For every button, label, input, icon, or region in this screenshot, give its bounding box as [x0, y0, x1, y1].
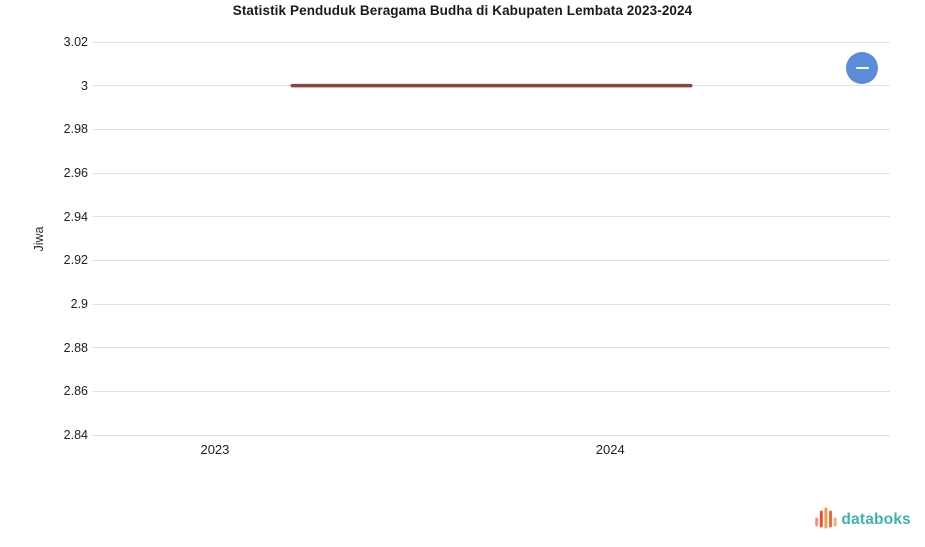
- zoom-out-button[interactable]: [846, 52, 878, 84]
- y-tick-label: 2.92: [63, 253, 88, 268]
- y-tick-label: 2.86: [63, 384, 88, 399]
- gridline: [93, 41, 890, 43]
- y-tick-label: 2.96: [63, 166, 88, 180]
- y-tick-label: 3.02: [63, 35, 88, 49]
- gridline: [93, 347, 890, 349]
- y-tick-label: 2.94: [63, 209, 88, 224]
- y-tick-label: 3: [81, 78, 88, 93]
- databoks-logo-text: databoks: [841, 511, 911, 528]
- gridline: [93, 434, 890, 436]
- gridline: [93, 259, 890, 261]
- gridline: [93, 303, 890, 305]
- y-tick-label: 2.88: [63, 340, 88, 355]
- gridline: [93, 390, 890, 392]
- y-tick-label: 2.84: [63, 428, 88, 442]
- x-tick-label: 2023: [200, 442, 230, 457]
- y-tick-label: 2.98: [63, 122, 88, 137]
- chart-title: Statistik Penduduk Beragama Budha di Kab…: [232, 3, 693, 18]
- plot-series-layer: [290, 83, 693, 88]
- y-tick-label: 2.9: [70, 297, 88, 311]
- x-tick-label: 2024: [595, 442, 625, 457]
- minus-icon: [855, 67, 869, 69]
- gridline: [93, 216, 890, 218]
- y-axis-title: Jiwa: [32, 226, 46, 252]
- databoks-logo-icon: [815, 507, 837, 529]
- gridline: [93, 128, 890, 130]
- databoks-logo[interactable]: databoks: [814, 504, 911, 536]
- gridline: [93, 172, 890, 174]
